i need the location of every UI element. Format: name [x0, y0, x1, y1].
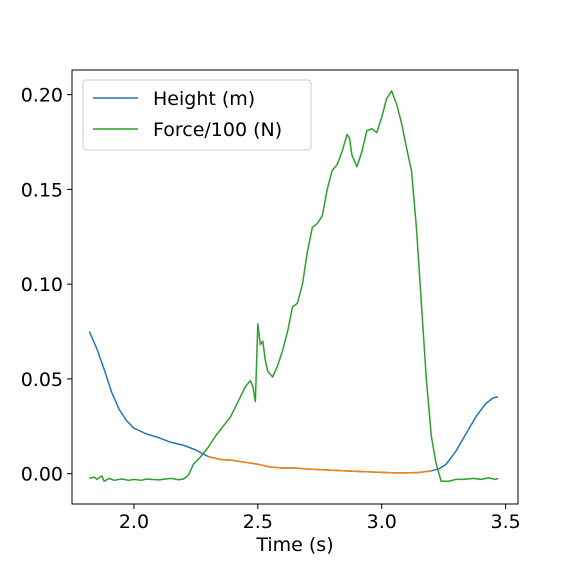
y-tick-label: 0.15 — [21, 179, 63, 201]
y-tick-label: 0.20 — [21, 85, 63, 107]
legend-label-height: Height (m) — [153, 88, 255, 110]
ticks: 2.0 2.5 3.0 3.5 0.00 0.05 0.10 0.15 0.20 — [21, 85, 521, 533]
series-layer — [88, 90, 499, 483]
series-line-force — [89, 90, 499, 483]
x-tick-label: 2.5 — [243, 511, 273, 533]
y-tick-label: 0.10 — [21, 274, 63, 296]
y-tick-label: 0.00 — [21, 464, 63, 486]
series-overlap-line — [208, 455, 432, 474]
legend-box — [82, 79, 312, 151]
x-tick-label: 2.0 — [119, 511, 149, 533]
plot-frame — [71, 69, 519, 505]
legend: Height (m) Force/100 (N) — [82, 79, 312, 151]
x-tick-label: 3.5 — [491, 511, 521, 533]
y-tick-label: 0.05 — [21, 369, 63, 391]
x-axis-label: Time (s) — [255, 534, 333, 556]
legend-label-force: Force/100 (N) — [153, 119, 282, 141]
x-tick-label: 3.0 — [367, 511, 397, 533]
